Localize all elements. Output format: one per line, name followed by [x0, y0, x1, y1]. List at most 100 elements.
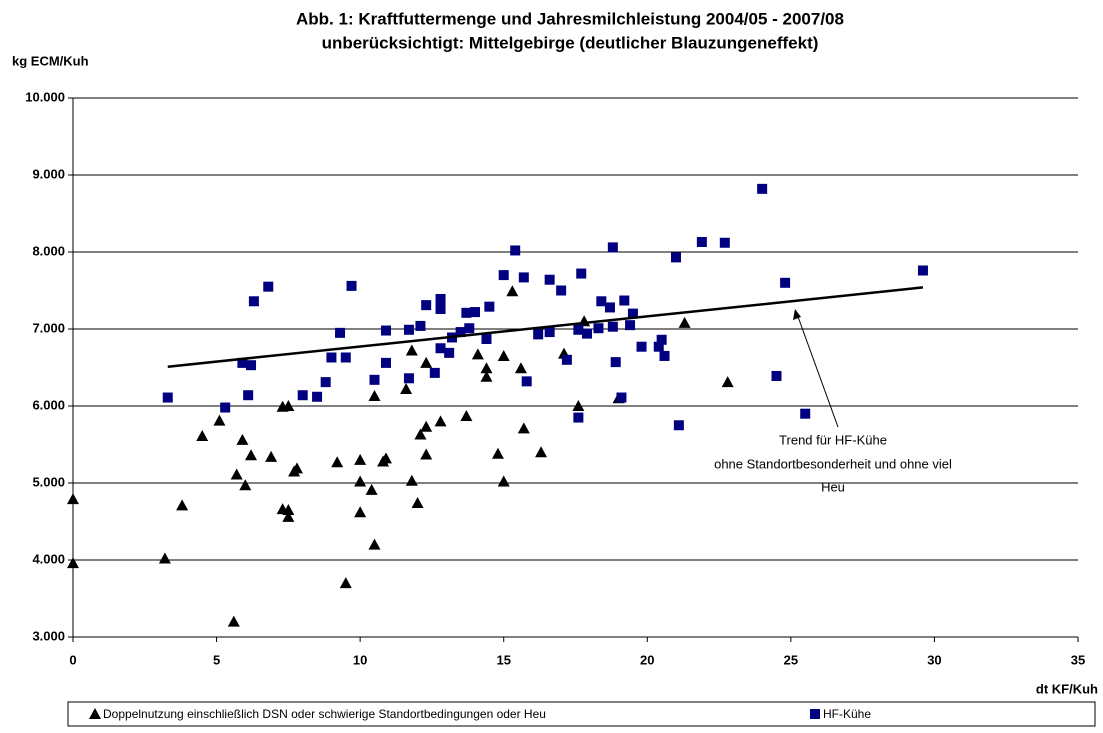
data-point	[213, 414, 226, 426]
legend-box	[67, 701, 1096, 727]
data-point	[263, 281, 274, 292]
data-point	[248, 296, 259, 307]
data-point	[405, 474, 418, 486]
data-point	[369, 374, 380, 385]
data-point	[607, 242, 618, 253]
data-point	[671, 252, 681, 263]
x-tick-label: 15	[496, 652, 510, 667]
data-point	[780, 277, 791, 288]
data-point	[800, 408, 811, 419]
data-point	[420, 356, 433, 368]
data-point	[719, 237, 730, 248]
data-point	[282, 510, 295, 522]
data-point	[510, 245, 521, 256]
data-point	[673, 420, 684, 431]
data-point	[581, 328, 592, 339]
data-point	[610, 357, 621, 368]
data-point	[435, 303, 446, 314]
data-point	[282, 400, 295, 411]
data-point	[220, 402, 231, 413]
data-point	[227, 615, 240, 627]
data-point	[497, 349, 510, 361]
data-point	[320, 377, 331, 388]
data-point	[411, 497, 424, 509]
legend-marker	[89, 708, 101, 719]
y-tick-label: 6.000	[32, 397, 65, 412]
data-point	[312, 391, 323, 402]
data-point	[236, 433, 249, 445]
y-tick-label: 7.000	[32, 320, 65, 335]
data-point	[544, 274, 555, 285]
data-point	[354, 475, 367, 487]
data-point	[696, 236, 707, 247]
data-point	[757, 183, 768, 194]
data-point	[380, 357, 391, 368]
data-point	[518, 272, 529, 283]
annotation-arrow	[796, 313, 839, 428]
data-point	[514, 362, 527, 374]
data-point	[243, 390, 254, 401]
data-point	[237, 357, 248, 368]
data-point	[471, 348, 484, 360]
data-point	[659, 350, 670, 361]
data-point	[354, 506, 367, 518]
data-point	[429, 367, 440, 378]
data-point	[480, 362, 493, 374]
data-point	[576, 268, 587, 279]
data-point	[158, 552, 171, 564]
y-tick-label: 4.000	[32, 551, 65, 566]
data-point	[245, 449, 258, 461]
data-point	[403, 324, 414, 335]
data-point	[335, 327, 346, 338]
data-point	[444, 347, 455, 358]
data-point	[196, 430, 209, 442]
data-point	[771, 370, 782, 381]
data-point	[480, 370, 493, 382]
data-point	[517, 422, 530, 434]
annotation: Heu	[821, 479, 845, 494]
data-point	[379, 452, 392, 464]
annotation: ohne Standortbesonderheit und ohne viel	[714, 456, 952, 471]
data-point	[535, 446, 548, 458]
data-point	[230, 468, 243, 480]
data-point	[435, 293, 446, 304]
y-tick-label: 9.000	[32, 166, 65, 181]
data-point	[607, 321, 618, 332]
data-point	[497, 475, 510, 487]
data-point	[176, 499, 189, 511]
y-tick-label: 3.000	[32, 628, 65, 643]
data-point	[521, 376, 532, 387]
data-point	[403, 373, 414, 384]
data-point	[619, 295, 630, 306]
data-point	[461, 307, 472, 318]
x-tick-label: 35	[1071, 652, 1085, 667]
data-point	[331, 456, 344, 468]
data-point	[544, 327, 555, 338]
x-tick-label: 0	[69, 652, 76, 667]
y-axis-label: kg ECM/Kuh	[12, 53, 89, 68]
chart-title: unberücksichtigt: Mittelgebirge (deutlic…	[322, 33, 819, 52]
data-point	[246, 360, 257, 371]
data-point	[506, 285, 519, 297]
data-point	[365, 483, 378, 495]
data-point	[616, 392, 627, 403]
data-point	[533, 329, 544, 340]
legend-label: Doppelnutzung einschließlich DSN oder sc…	[103, 707, 546, 721]
data-point	[290, 462, 303, 474]
data-point	[239, 479, 252, 491]
data-point	[460, 410, 473, 422]
data-point	[282, 503, 295, 515]
data-point	[481, 334, 492, 345]
data-point	[572, 400, 585, 411]
data-point	[400, 383, 413, 395]
y-tick-label: 8.000	[32, 243, 65, 258]
trend-line	[167, 286, 924, 368]
x-tick-label: 20	[640, 652, 654, 667]
data-point	[484, 301, 495, 312]
data-point	[434, 415, 447, 427]
data-point	[368, 389, 381, 401]
data-point	[464, 323, 475, 334]
data-point	[340, 352, 351, 363]
data-point	[265, 450, 278, 462]
data-point	[380, 325, 391, 336]
